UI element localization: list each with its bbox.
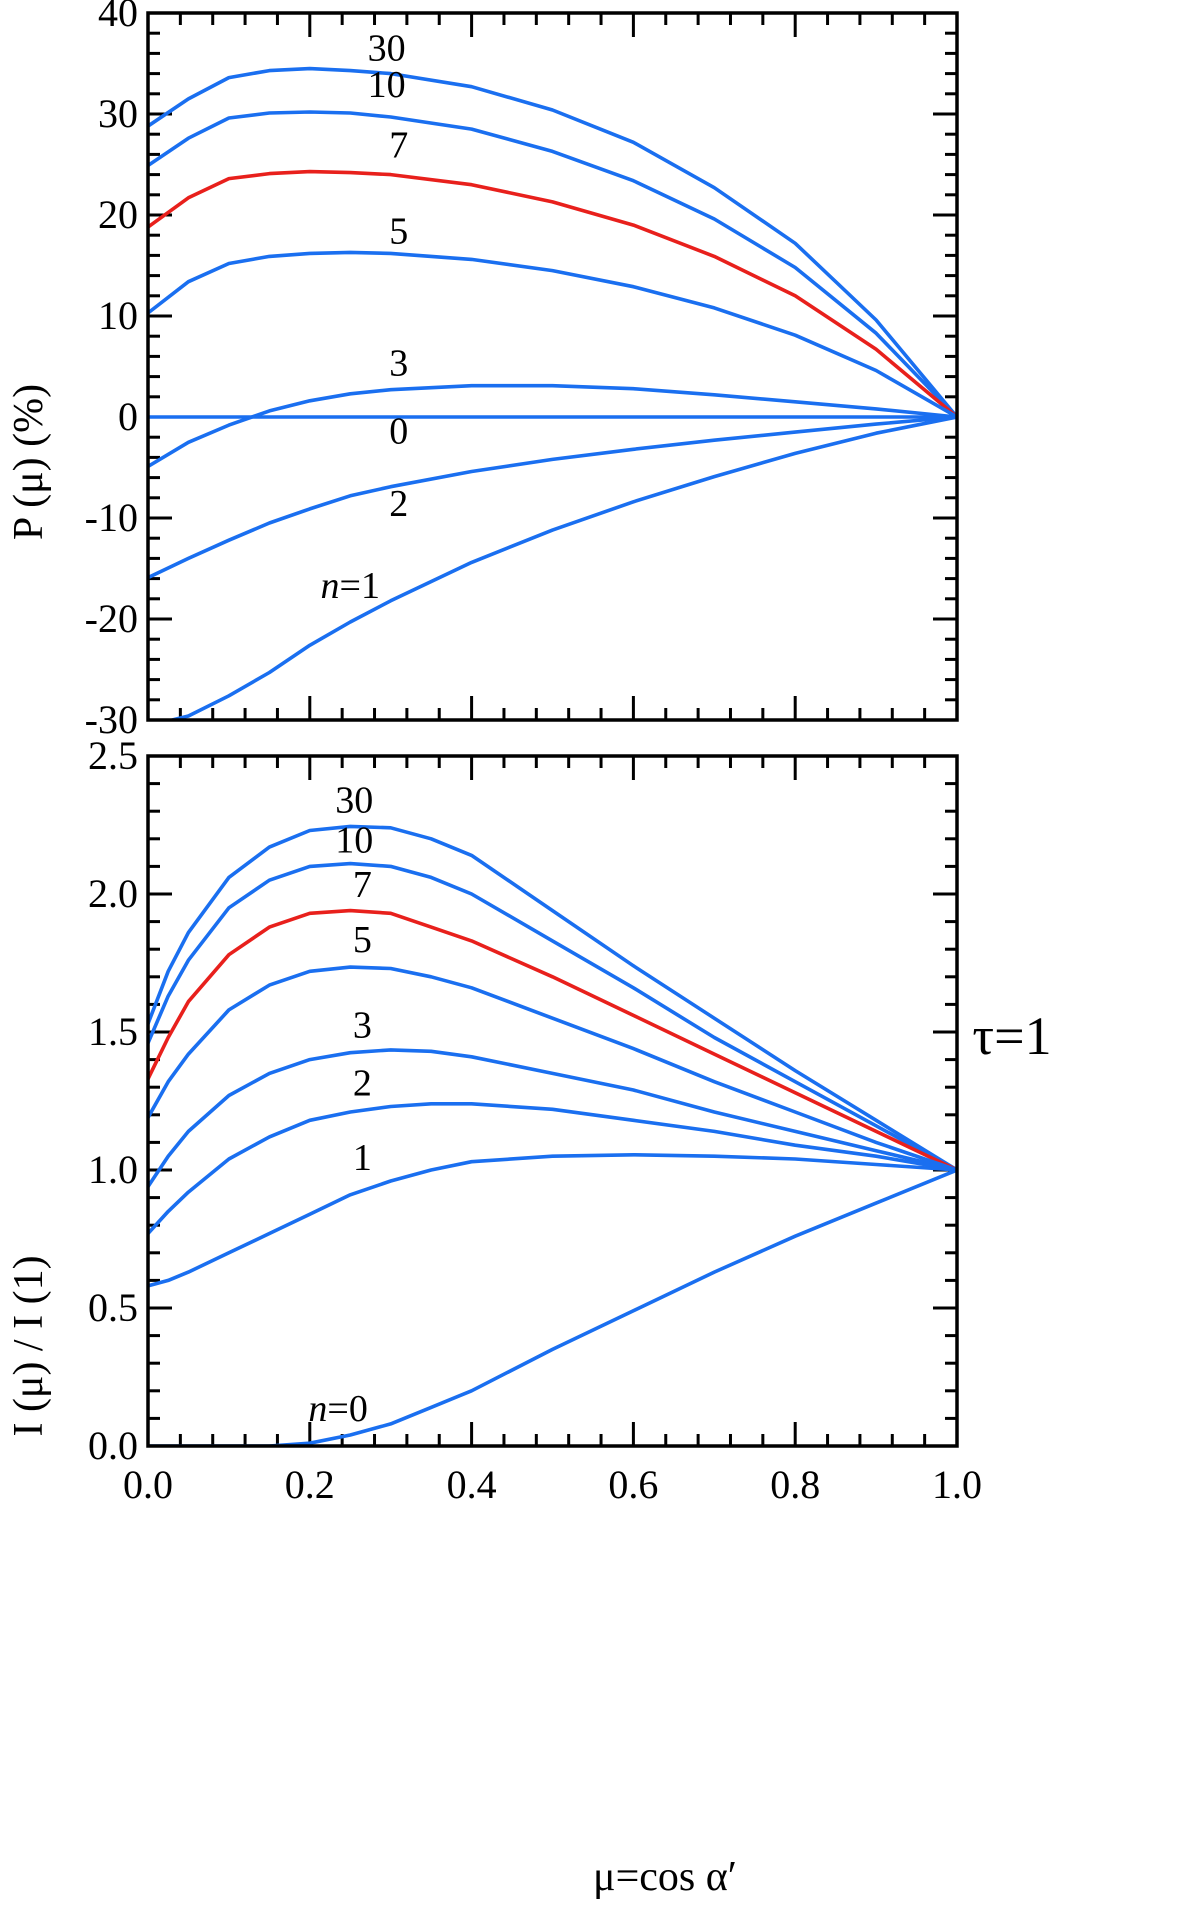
curve-label: 2: [353, 1062, 372, 1104]
tau-annotation: τ=1: [972, 1006, 1051, 1066]
series-line-30: [148, 824, 957, 1172]
curve-label: 7: [389, 124, 408, 166]
curve-label: 7: [353, 864, 372, 906]
curve-label: 2: [389, 483, 408, 525]
curve-label-n: n: [308, 1388, 327, 1430]
x-tick-label: 0.4: [447, 1462, 497, 1507]
y-tick-label: 1.0: [88, 1147, 138, 1192]
y-tick-label: -10: [85, 495, 138, 540]
plot-frame: [146, 754, 959, 1448]
x-tick-label: 0.0: [123, 1462, 173, 1507]
y-tick-label: -20: [85, 596, 138, 641]
series-line-n1: [170, 415, 957, 720]
bottom-y-axis-title: I (μ) / I (1): [6, 1255, 52, 1436]
curve-label: 5: [353, 919, 372, 961]
y-tick-label: -30: [85, 697, 138, 742]
series-line-5: [148, 250, 957, 419]
y-tick-label: 0.5: [88, 1285, 138, 1330]
curve-label: n=0: [308, 1388, 367, 1430]
series-line-10: [148, 110, 957, 419]
curve-label-rest: =0: [327, 1388, 367, 1430]
curve-label: 10: [368, 64, 406, 106]
y-tick-label: 1.5: [88, 1009, 138, 1054]
curve-label: 1: [353, 1137, 372, 1179]
series-line-1: [148, 1153, 957, 1288]
curve-label: 5: [389, 210, 408, 252]
y-tick-label: 40: [98, 0, 138, 35]
series-line-3: [148, 383, 957, 469]
curve-label: 0: [389, 410, 408, 452]
curve-label: 3: [389, 343, 408, 385]
x-tick-label: 0.8: [770, 1462, 820, 1507]
series-line-n0: [148, 1168, 957, 1446]
series-line-7: [148, 908, 957, 1172]
y-tick-label: 0: [118, 394, 138, 439]
curve-label: 30: [368, 27, 406, 69]
curve-label: 10: [335, 820, 373, 862]
x-axis-title: μ=cos α′: [593, 1854, 737, 1900]
x-tick-label: 1.0: [932, 1462, 982, 1507]
series-line-3: [148, 1048, 957, 1189]
y-tick-label: 2.0: [88, 871, 138, 916]
plot-frame: [146, 11, 959, 722]
panel-intensity: 2.5 2.0 1.5 1.0 0.5 0.00.0 0.2 0.4 0.6 0.8 1.0 3010…: [88, 733, 982, 1507]
y-tick-label: 0.0: [88, 1423, 138, 1468]
y-tick-label: 30: [98, 91, 138, 136]
curve-label: 30: [335, 780, 373, 822]
series-line-2: [148, 415, 957, 580]
series-line-7: [148, 169, 957, 419]
series-line-5: [148, 965, 957, 1172]
series-line-30: [148, 66, 957, 419]
y-tick-label: 10: [98, 293, 138, 338]
curve-label: n=1: [321, 565, 380, 607]
y-tick-label: 20: [98, 192, 138, 237]
y-tick-label: 2.5: [88, 733, 138, 778]
top-y-axis-title: P (μ) (%): [6, 384, 52, 540]
series-line-2: [148, 1102, 957, 1236]
x-tick-label: 0.2: [285, 1462, 335, 1507]
curve-label-n: n: [321, 565, 340, 607]
x-tick-label: 0.6: [608, 1462, 658, 1507]
curve-label: 3: [353, 1005, 372, 1047]
series-line-10: [148, 861, 957, 1172]
curve-label-rest: =1: [340, 565, 380, 607]
